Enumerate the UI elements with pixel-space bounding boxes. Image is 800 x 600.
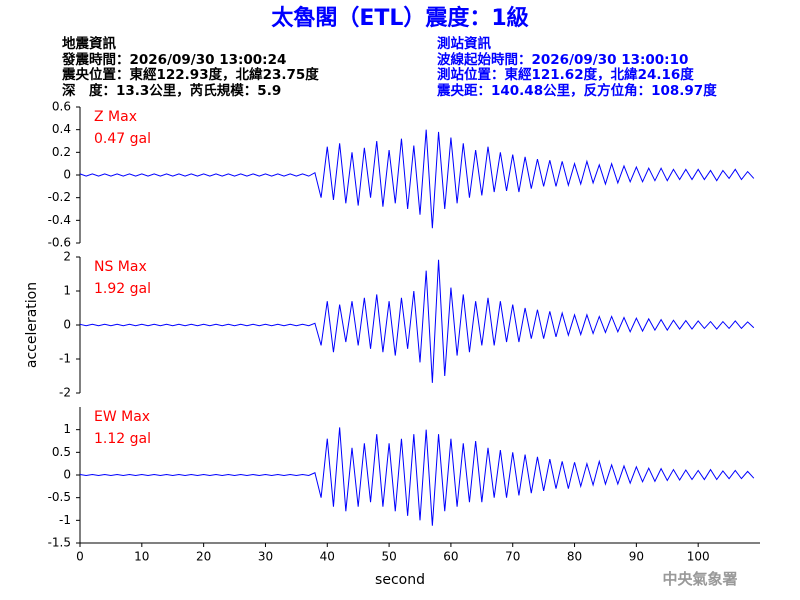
y-tick-label: 0.2 <box>52 145 71 159</box>
y-tick-label: 0.4 <box>52 122 71 136</box>
y-axis-label: acceleration <box>24 282 40 368</box>
waveform <box>79 129 755 229</box>
y-tick-label: 0 <box>63 468 71 482</box>
annotation: 1.92 gal <box>94 281 151 297</box>
waveform <box>79 259 755 383</box>
x-tick-label: 60 <box>443 550 458 564</box>
y-tick-label: 1 <box>63 284 71 298</box>
x-tick-label: 90 <box>629 550 644 564</box>
x-tick-label: 30 <box>258 550 273 564</box>
info-line: 發震時間：2026/09/30 13:00:24 <box>61 51 286 68</box>
annotation: NS Max <box>94 259 147 275</box>
y-tick-label: 0 <box>63 318 71 332</box>
x-tick-label: 20 <box>196 550 211 564</box>
annotation: EW Max <box>94 409 150 425</box>
y-tick-label: -0.4 <box>48 213 71 227</box>
annotation: 1.12 gal <box>94 431 151 447</box>
y-tick-label: 2 <box>63 250 71 264</box>
y-tick-label: -2 <box>59 386 71 400</box>
x-tick-label: 10 <box>134 550 149 564</box>
title: 太魯閣（ETL）震度：1級 <box>271 5 528 31</box>
y-tick-label: -1.5 <box>48 536 71 550</box>
info-line: 測站位置：東經121.62度，北緯24.16度 <box>437 66 694 83</box>
x-tick-label: 50 <box>381 550 396 564</box>
y-tick-label: -1 <box>59 513 71 527</box>
x-tick-label: 0 <box>76 550 84 564</box>
info-line: 深 度：13.3公里，芮氏規模：5.9 <box>62 82 281 99</box>
y-tick-label: -0.6 <box>48 236 71 250</box>
footer: 中央氣象署 <box>662 570 737 588</box>
annotation: Z Max <box>94 109 137 125</box>
x-tick-label: 100 <box>687 550 710 564</box>
waveform <box>79 427 755 526</box>
info-line: 波線起始時間：2026/09/30 13:00:10 <box>437 51 688 68</box>
quake-info: 地震資訊 發震時間：2026/09/30 13:00:24 震央位置：東經122… <box>61 35 319 99</box>
info-line: 震央位置：東經122.93度，北緯23.75度 <box>61 66 319 83</box>
y-tick-label: 1 <box>63 422 71 436</box>
x-tick-label: 70 <box>505 550 520 564</box>
info-line: 測站資訊 <box>437 35 491 52</box>
x-tick-label: 80 <box>567 550 582 564</box>
x-tick-label: 40 <box>320 550 335 564</box>
y-tick-label: -1 <box>59 352 71 366</box>
y-tick-label: 0.6 <box>52 100 71 114</box>
x-axis-label: second <box>375 572 425 588</box>
y-tick-label: -0.2 <box>48 190 71 204</box>
info-line: 震央距：140.48公里，反方位角：108.97度 <box>436 82 717 99</box>
annotation: 0.47 gal <box>94 131 151 147</box>
info-line: 地震資訊 <box>62 35 116 52</box>
y-tick-label: -0.5 <box>48 490 71 504</box>
station-info: 測站資訊 波線起始時間：2026/09/30 13:00:10 測站位置：東經1… <box>436 35 717 99</box>
y-tick-label: 0.5 <box>52 445 71 459</box>
y-tick-label: 0 <box>63 168 71 182</box>
